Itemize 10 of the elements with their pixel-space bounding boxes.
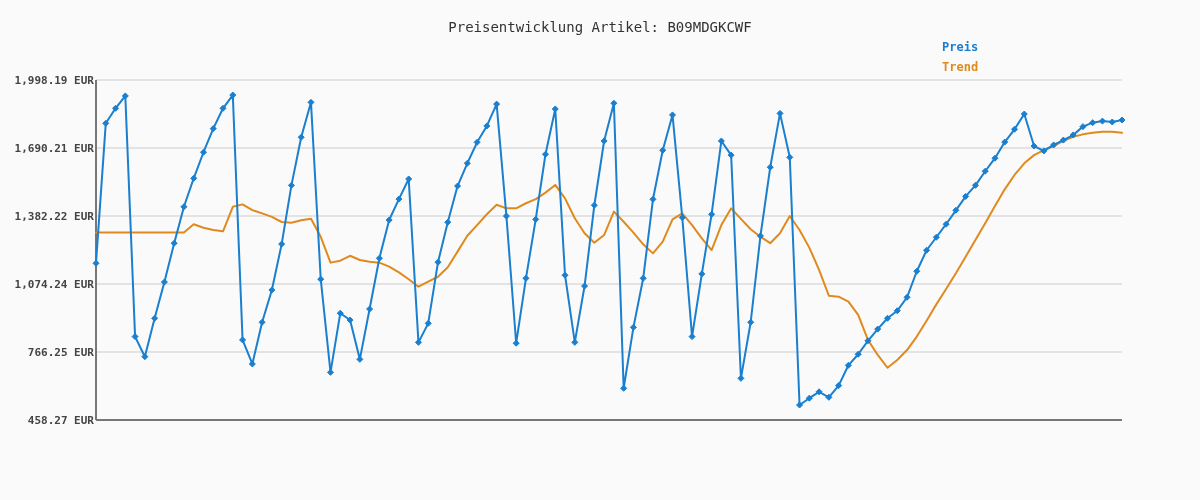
y-tick-label: 1,998.19 EUR bbox=[14, 73, 95, 87]
text: Preis bbox=[942, 40, 979, 55]
y-tick-label: 458.27 EUR bbox=[27, 413, 95, 427]
line-series bbox=[95, 130, 1123, 369]
y-tick-label: 1,690.21 EUR bbox=[14, 141, 95, 155]
y-tick-label: 766.25 EUR bbox=[27, 345, 95, 359]
text: Trend bbox=[942, 60, 979, 75]
y-tick-label: 1,382.22 EUR bbox=[14, 209, 95, 223]
y-tick-label: 1,074.24 EUR bbox=[14, 277, 95, 291]
chart-title: Preisentwicklung Artikel: B09MDGKCWF bbox=[448, 19, 752, 35]
